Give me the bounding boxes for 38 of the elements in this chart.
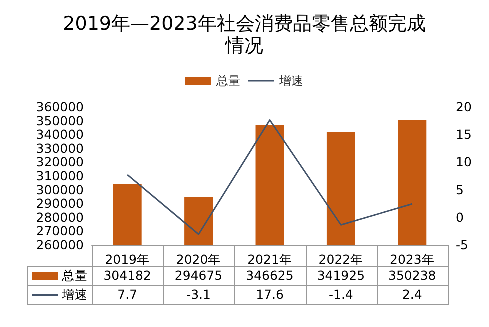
y2-tick-label: 10 — [456, 154, 472, 170]
y-tick-label: 280000 — [36, 210, 84, 225]
data-label: 341925 — [316, 268, 366, 284]
data-label: 304182 — [102, 268, 152, 284]
chart-title: 2019年—2023年社会消费品零售总额完成情况 — [63, 13, 426, 57]
y2-tick-label: 5 — [456, 182, 464, 198]
data-label: 7.7 — [116, 287, 139, 303]
data-label: 350238 — [388, 268, 438, 284]
text: 总量 — [62, 268, 88, 283]
data-label: 17.6 — [255, 287, 285, 303]
text: 增速 — [62, 287, 88, 302]
x-tick-label: 2022年 — [318, 252, 364, 267]
y-tick-label: 330000 — [36, 140, 84, 156]
y-tick-label: 350000 — [36, 113, 84, 128]
legend-label: 增速 — [278, 74, 304, 88]
legend-label: 总量 — [216, 74, 240, 88]
y2-tick-label: 0 — [456, 210, 464, 225]
y-tick-label: 340000 — [36, 127, 84, 142]
y-tick-label: 290000 — [36, 196, 84, 212]
data-label: -1.4 — [328, 287, 354, 303]
y2-tick-label: 15 — [456, 127, 472, 142]
y-tick-label: 260000 — [36, 238, 84, 252]
y-tick-label: 360000 — [36, 100, 84, 114]
y-tick-label: 300000 — [36, 182, 84, 198]
x-tick-label: 2023年 — [390, 252, 435, 267]
data-label: 346625 — [245, 268, 295, 284]
x-tick-label: 2020年 — [176, 252, 222, 267]
x-tick-label: 2019年 — [105, 252, 150, 267]
x-tick-label: 2021年 — [248, 252, 292, 267]
data-label: -3.1 — [186, 287, 212, 303]
y-tick-label: 310000 — [36, 168, 84, 184]
line-series — [126, 120, 414, 236]
y-tick-label: 320000 — [36, 154, 84, 170]
data-label: 2.4 — [401, 287, 424, 303]
data-label: 294675 — [174, 268, 224, 284]
y2-tick-label: 20 — [456, 100, 472, 114]
y2-tick-label: -5 — [456, 238, 468, 252]
y-tick-label: 270000 — [36, 224, 84, 239]
